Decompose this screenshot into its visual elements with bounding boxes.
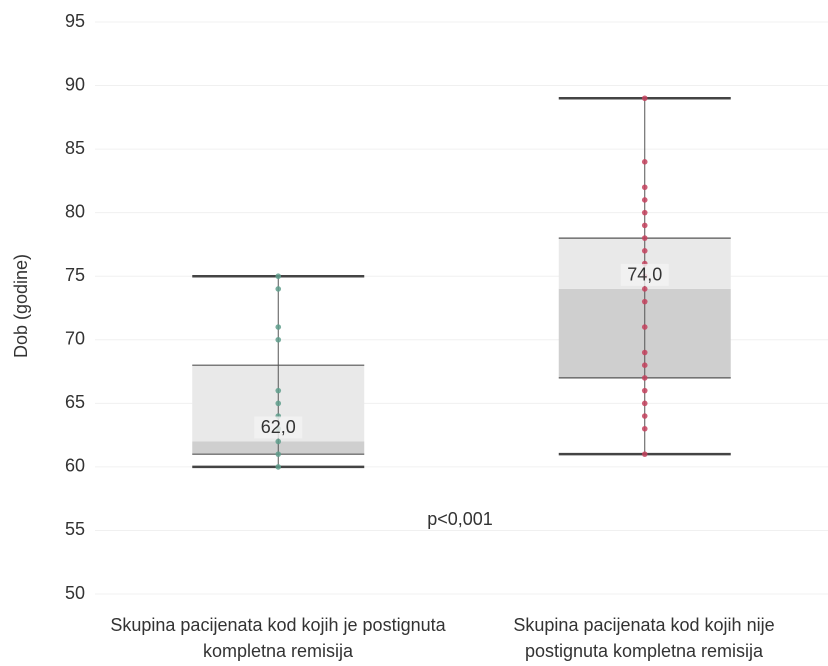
y-tick-label: 80 bbox=[65, 201, 85, 221]
data-point bbox=[275, 324, 282, 330]
y-tick-label: 95 bbox=[65, 11, 85, 31]
data-point bbox=[641, 184, 648, 191]
y-axis-label: Dob (godine) bbox=[11, 254, 31, 358]
data-point bbox=[641, 413, 648, 419]
y-tick-label: 60 bbox=[65, 456, 85, 476]
median-label-bg bbox=[620, 263, 669, 286]
data-point bbox=[641, 451, 648, 457]
y-tick-label: 90 bbox=[65, 74, 85, 94]
data-point bbox=[641, 248, 648, 254]
data-point bbox=[641, 222, 648, 229]
data-point bbox=[275, 273, 282, 280]
data-point bbox=[641, 425, 648, 432]
annotation: p<0,001 bbox=[427, 509, 493, 529]
x-category-label: Skupina pacijenata kod kojih je postignu… bbox=[110, 615, 446, 661]
data-point bbox=[641, 209, 648, 216]
data-point bbox=[275, 387, 282, 394]
data-point bbox=[641, 235, 648, 241]
y-tick-label: 85 bbox=[65, 138, 85, 158]
data-point bbox=[641, 349, 648, 356]
y-tick-label: 75 bbox=[65, 265, 85, 285]
data-point bbox=[641, 375, 648, 381]
data-point bbox=[275, 451, 282, 457]
y-tick-label: 65 bbox=[65, 392, 85, 412]
data-point bbox=[641, 95, 648, 102]
y-tick-label: 50 bbox=[65, 583, 85, 603]
chart: Dob (godine) p<0,001 50 55 60 65 70 75 80 85 90 9… bbox=[11, 11, 828, 603]
x-category-label: Skupina pacijenata kod kojih nije postig… bbox=[513, 615, 775, 661]
data-point bbox=[275, 438, 282, 445]
median-label: 74,0 bbox=[627, 265, 662, 285]
data-point bbox=[641, 324, 648, 330]
data-point bbox=[275, 336, 282, 343]
data-point bbox=[641, 286, 648, 292]
data-point bbox=[641, 298, 648, 305]
data-point bbox=[275, 286, 282, 292]
data-point bbox=[641, 400, 648, 407]
median-label-bg bbox=[254, 416, 303, 439]
data-point bbox=[275, 400, 282, 407]
data-point bbox=[275, 464, 282, 470]
data-point bbox=[641, 159, 648, 165]
median-label: 62,0 bbox=[261, 417, 296, 437]
y-tick-label: 55 bbox=[65, 519, 85, 539]
data-point bbox=[641, 387, 648, 394]
data-point bbox=[641, 362, 648, 369]
y-tick-label: 70 bbox=[65, 329, 85, 349]
data-point bbox=[641, 197, 648, 203]
